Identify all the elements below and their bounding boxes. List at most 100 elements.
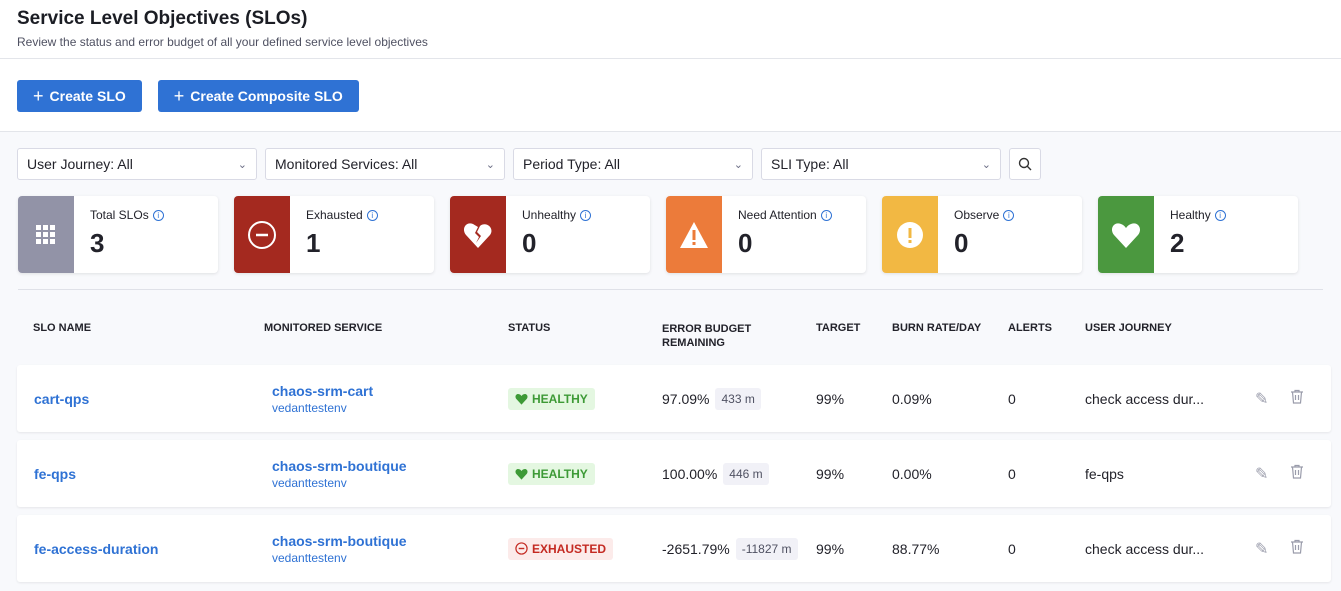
status-text: EXHAUSTED	[532, 541, 607, 556]
environment-link[interactable]: vedanttestenv	[272, 475, 347, 490]
minus-circle-icon	[234, 196, 290, 273]
monitored-service-link[interactable]: chaos-srm-boutique	[272, 532, 407, 549]
table-row[interactable]: cart-qps chaos-srm-cart vedanttestenv HEA…	[17, 365, 1331, 432]
user-journey-filter[interactable]: User Journey: All ⌄	[17, 148, 257, 180]
table-row[interactable]: fe-access-duration chaos-srm-boutique ved…	[17, 515, 1331, 582]
info-icon[interactable]: i	[1003, 209, 1015, 221]
slo-name-link[interactable]: fe-access-duration	[34, 540, 159, 557]
heart-icon	[515, 468, 528, 480]
summary-card-unhealthy[interactable]: Unhealthy i 0	[450, 196, 650, 273]
slo-name-link[interactable]: fe-qps	[34, 465, 76, 482]
plus-icon: +	[173, 85, 185, 106]
broken-heart-icon	[450, 196, 506, 273]
summary-card-total-slos[interactable]: Total SLOs i 3	[18, 196, 218, 273]
error-budget-percent: -2651.79%	[662, 540, 730, 557]
edit-icon[interactable]: ✎	[1255, 390, 1269, 408]
summary-card-observe[interactable]: Observe i 0	[882, 196, 1082, 273]
card-label: Healthy	[1170, 208, 1211, 222]
card-value: 1	[306, 228, 321, 258]
trash-icon[interactable]	[1290, 539, 1304, 554]
col-target[interactable]: TARGET	[816, 322, 861, 334]
card-label: Total SLOs	[90, 208, 149, 222]
col-alerts[interactable]: ALERTS	[1008, 322, 1052, 334]
create-composite-label: Create Composite SLO	[190, 88, 343, 104]
search-icon	[1018, 157, 1032, 171]
grid-icon	[18, 196, 74, 273]
target: 99%	[816, 390, 845, 407]
page-header: Service Level Objectives (SLOs) Review t…	[0, 0, 1341, 59]
filter-label: Period Type: All	[523, 156, 621, 172]
info-icon[interactable]: i	[152, 209, 164, 221]
page-title: Service Level Objectives (SLOs)	[17, 8, 308, 29]
target: 99%	[816, 540, 845, 557]
monitored-services-filter[interactable]: Monitored Services: All ⌄	[265, 148, 505, 180]
card-label: Unhealthy	[522, 208, 577, 222]
create-slo-button[interactable]: + Create SLO	[17, 80, 142, 112]
col-monitored-service[interactable]: MONITORED SERVICE	[264, 322, 383, 334]
col-user-journey[interactable]: USER JOURNEY	[1085, 322, 1172, 334]
monitored-service-link[interactable]: chaos-srm-boutique	[272, 457, 407, 474]
info-icon[interactable]: i	[580, 209, 592, 221]
summary-card-healthy[interactable]: Healthy i 2	[1098, 196, 1298, 273]
exclamation-circle-icon	[882, 196, 938, 273]
heart-icon	[1098, 196, 1154, 273]
slo-name-link[interactable]: cart-qps	[34, 390, 90, 407]
status-text: HEALTHY	[532, 391, 588, 406]
chevron-down-icon: ⌄	[981, 158, 991, 171]
sli-type-filter[interactable]: SLI Type: All ⌄	[761, 148, 1001, 180]
info-icon[interactable]: i	[1214, 209, 1226, 221]
filter-label: Monitored Services: All	[275, 156, 418, 172]
trash-icon[interactable]	[1290, 389, 1304, 404]
create-slo-label: Create SLO	[49, 88, 126, 104]
chevron-down-icon: ⌄	[237, 158, 247, 171]
user-journey: fe-qps	[1085, 465, 1124, 482]
card-value: 0	[522, 228, 537, 258]
divider	[18, 289, 1323, 290]
col-error-budget[interactable]: ERROR BUDGET REMAINING	[662, 323, 752, 349]
card-value: 0	[954, 228, 969, 258]
page-subtitle: Review the status and error budget of al…	[17, 35, 428, 49]
alerts: 0	[1008, 465, 1016, 482]
burn-rate: 0.09%	[892, 390, 932, 407]
card-value: 0	[738, 228, 753, 258]
info-icon[interactable]: i	[820, 209, 832, 221]
period-type-filter[interactable]: Period Type: All ⌄	[513, 148, 753, 180]
edit-icon[interactable]: ✎	[1255, 540, 1269, 558]
filter-label: SLI Type: All	[771, 156, 849, 172]
status-badge: EXHAUSTED	[508, 537, 614, 560]
card-label: Exhausted	[306, 208, 363, 222]
info-icon[interactable]: i	[366, 209, 378, 221]
col-slo-name[interactable]: SLO NAME	[33, 322, 92, 334]
create-composite-slo-button[interactable]: + Create Composite SLO	[157, 80, 359, 112]
error-budget-percent: 97.09%	[662, 390, 710, 407]
col-status[interactable]: STATUS	[508, 322, 551, 334]
col-burn-rate[interactable]: BURN RATE/DAY	[892, 322, 982, 334]
environment-link[interactable]: vedanttestenv	[272, 550, 347, 565]
chevron-down-icon: ⌄	[733, 158, 743, 171]
error-budget-minutes: 433 m	[715, 387, 761, 410]
minus-circle-icon	[515, 542, 528, 555]
status-text: HEALTHY	[532, 466, 588, 481]
error-budget-minutes: -11827 m	[735, 537, 798, 560]
table-row[interactable]: fe-qps chaos-srm-boutique vedanttestenv H…	[17, 440, 1331, 507]
card-value: 3	[90, 228, 105, 258]
summary-card-need-attention[interactable]: Need Attention i 0	[666, 196, 866, 273]
user-journey: check access dur...	[1085, 390, 1205, 407]
summary-card-exhausted[interactable]: Exhausted i 1	[234, 196, 434, 273]
card-value: 2	[1170, 228, 1185, 258]
heart-icon	[515, 393, 528, 405]
warning-icon	[666, 196, 722, 273]
trash-icon[interactable]	[1290, 464, 1304, 479]
card-label: Need Attention	[738, 208, 817, 222]
target: 99%	[816, 465, 845, 482]
monitored-service-link[interactable]: chaos-srm-cart	[272, 382, 374, 399]
error-budget-minutes: 446 m	[723, 462, 769, 485]
status-badge: HEALTHY	[508, 387, 595, 410]
filter-label: User Journey: All	[27, 156, 133, 172]
alerts: 0	[1008, 390, 1016, 407]
environment-link[interactable]: vedanttestenv	[272, 400, 347, 415]
edit-icon[interactable]: ✎	[1255, 465, 1269, 483]
user-journey: check access dur...	[1085, 540, 1205, 557]
table-header: SLO NAME MONITORED SERVICE STATUS ERROR …	[0, 290, 1341, 365]
search-button[interactable]	[1009, 148, 1041, 180]
